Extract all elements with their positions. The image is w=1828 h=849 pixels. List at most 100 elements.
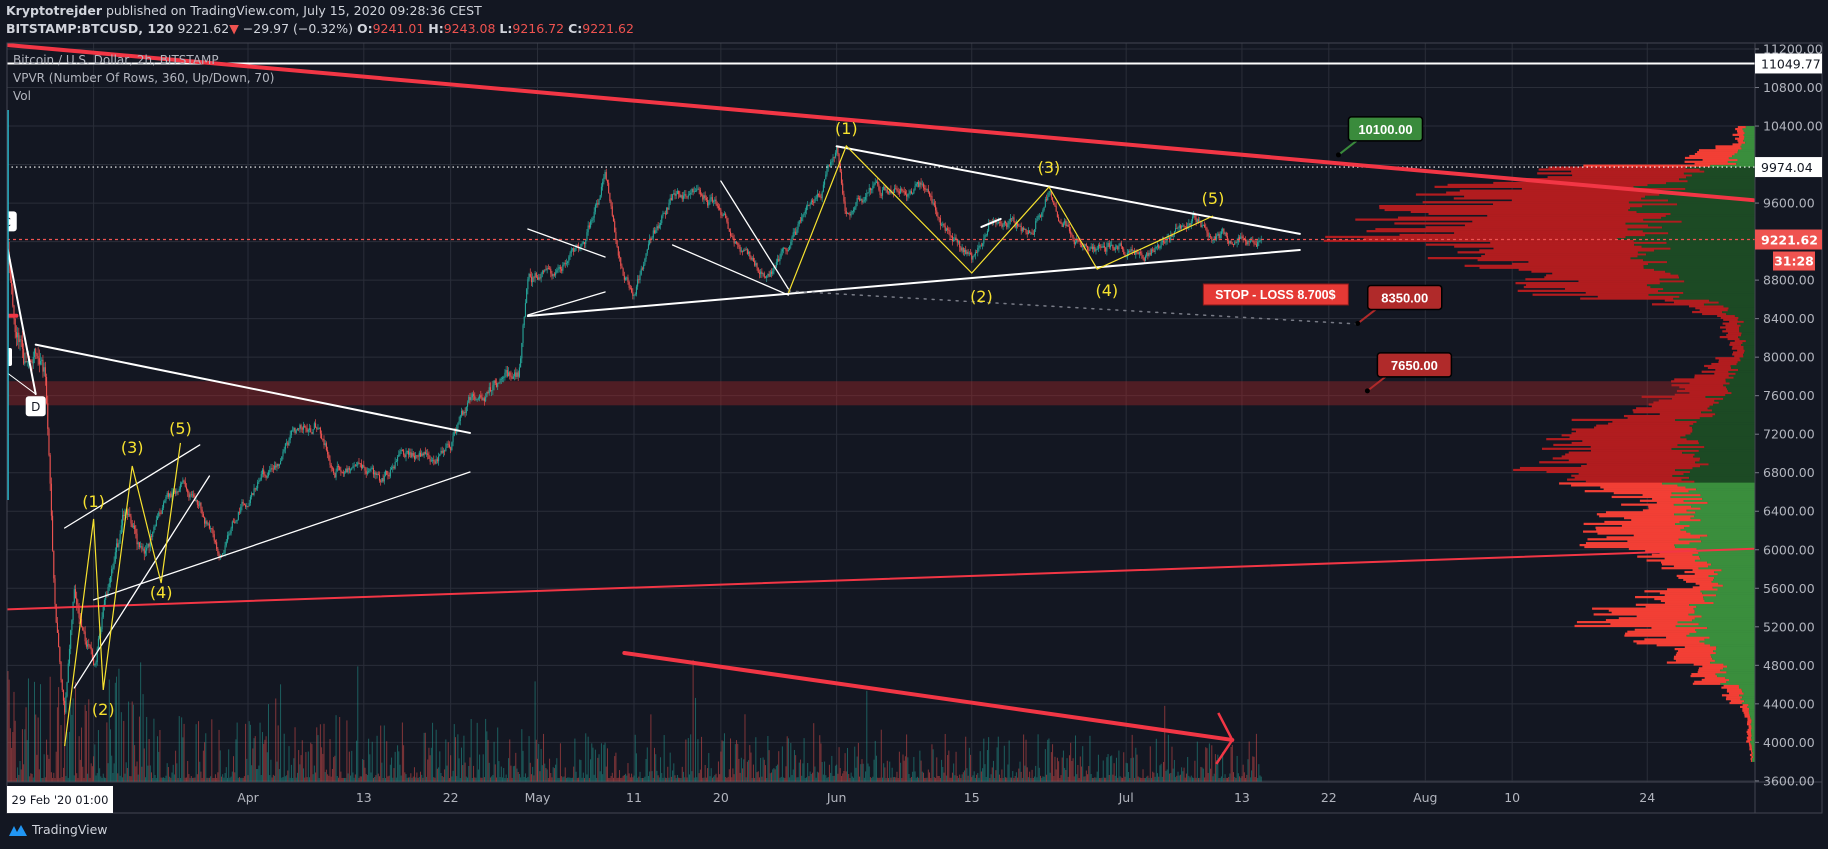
candle-body <box>726 218 728 222</box>
candle-body <box>1061 223 1063 227</box>
volume-bar <box>521 729 523 782</box>
volume-bar <box>249 724 251 782</box>
red-resistance-line[interactable] <box>0 43 1755 203</box>
volume-bar <box>83 777 85 782</box>
may-flag-lower-line[interactable] <box>527 291 606 316</box>
candle-body <box>101 617 103 630</box>
volume-bar <box>980 771 982 782</box>
elliott-wave-line[interactable] <box>787 144 1214 294</box>
point-label-box[interactable] <box>0 211 17 232</box>
volume-bar <box>382 777 384 782</box>
wave-label[interactable]: (3) <box>1038 158 1061 177</box>
volume-bar <box>565 777 567 782</box>
candle-body <box>112 567 114 570</box>
march-resistance-line[interactable] <box>34 343 471 434</box>
candle-body <box>261 469 264 475</box>
price-callout-box[interactable] <box>1376 352 1453 378</box>
volume-bar <box>546 769 548 782</box>
candle-body <box>892 192 894 193</box>
candle-body <box>965 249 967 255</box>
volume-profile-down-row <box>1749 744 1752 747</box>
volume-profile-up-row <box>1672 474 1755 477</box>
volume-bar <box>1218 777 1220 782</box>
wave-label[interactable]: (1) <box>82 492 105 511</box>
volume-bar <box>661 772 663 782</box>
volume-profile-down-row <box>1701 678 1730 682</box>
candle-body <box>282 451 284 457</box>
last-price: 9221.62 <box>177 21 230 36</box>
d-left-line[interactable] <box>7 372 37 395</box>
candle-body <box>688 194 691 196</box>
c-d-line[interactable] <box>7 243 37 396</box>
elliott-wave-line[interactable] <box>64 442 182 747</box>
candle-body <box>205 521 207 524</box>
candle-body <box>514 372 516 377</box>
wave-label[interactable]: (1) <box>835 119 858 138</box>
volume-bar <box>889 761 891 782</box>
volume-bar <box>292 777 294 782</box>
candle-body <box>435 459 437 464</box>
volume-profile-down-row <box>1627 416 1700 420</box>
volume-bar <box>1068 755 1070 782</box>
march-support-line[interactable] <box>92 471 471 601</box>
june-short-line[interactable] <box>980 217 1002 228</box>
may-line-a[interactable] <box>671 244 790 296</box>
volume-profile-down-row <box>1694 374 1729 377</box>
candle-body <box>1003 221 1005 225</box>
triangle-resistance-line[interactable] <box>835 145 1301 235</box>
wave-label[interactable]: (2) <box>970 287 993 306</box>
brand-name[interactable]: TradingView <box>32 822 108 837</box>
drawings[interactable]: (1)(2)(3)(4)(5)(1)(2)(3)(4)(5)10100.0083… <box>0 43 1755 765</box>
march-wedge-low-line[interactable] <box>73 475 211 689</box>
volume-bar <box>932 749 934 782</box>
may-line-b[interactable] <box>720 180 790 290</box>
volume-bar <box>768 750 770 782</box>
volume-bar <box>644 776 646 782</box>
point-label-box[interactable] <box>25 396 46 417</box>
wave-label[interactable]: (4) <box>150 583 173 602</box>
volume-bar <box>840 775 842 782</box>
candle-body <box>670 198 672 201</box>
author-name[interactable]: Kryptotrejder <box>6 3 103 18</box>
wave-label[interactable]: (3) <box>121 438 144 457</box>
wave-label[interactable]: (2) <box>92 700 115 719</box>
legend-vpvr[interactable]: VPVR (Number Of Rows, 360, Up/Down, 70) <box>13 71 275 85</box>
red-support-line[interactable] <box>0 547 1755 611</box>
volume-profile-up-row <box>1740 324 1755 327</box>
volume-profile-down-row <box>1742 709 1749 712</box>
volume-bar <box>301 740 303 782</box>
triangle-support-line[interactable] <box>526 248 1301 318</box>
legend-volume[interactable]: Vol <box>13 89 31 103</box>
candle-body <box>602 181 604 187</box>
volume-bar <box>703 777 705 782</box>
legend-series[interactable]: Bitcoin / U.S. Dollar, 2h, BITSTAMP <box>13 53 219 67</box>
wave-label[interactable]: (5) <box>169 419 192 438</box>
volume-bar <box>340 771 342 782</box>
volume-bar <box>552 767 554 782</box>
candle-body <box>270 468 272 471</box>
volume-bar <box>164 777 166 782</box>
candle-body <box>733 238 735 244</box>
price-callout-box[interactable] <box>1367 284 1443 311</box>
high-value: 9243.08 <box>443 21 496 36</box>
volume-bar <box>1199 777 1201 782</box>
volume-bar <box>575 771 577 782</box>
candle-body <box>1158 245 1160 249</box>
volume-bar <box>557 777 559 782</box>
price-callout-box[interactable] <box>1347 116 1424 142</box>
march-wedge-high-line[interactable] <box>64 444 201 529</box>
volume-bar <box>666 777 668 782</box>
trend-arrow-line[interactable] <box>622 650 1235 742</box>
candle-body <box>195 499 197 502</box>
wave-label[interactable]: (5) <box>1202 189 1225 208</box>
candle-body <box>986 230 988 235</box>
volume-profile-down-row <box>1621 503 1674 506</box>
candle-body <box>976 252 978 254</box>
stop-loss-box[interactable] <box>1202 283 1349 306</box>
volume-bar <box>494 764 496 782</box>
volume-bar <box>56 707 58 782</box>
wave-label[interactable]: (4) <box>1096 281 1119 300</box>
candle-body <box>720 209 722 215</box>
may-flag-upper-line[interactable] <box>527 228 606 258</box>
